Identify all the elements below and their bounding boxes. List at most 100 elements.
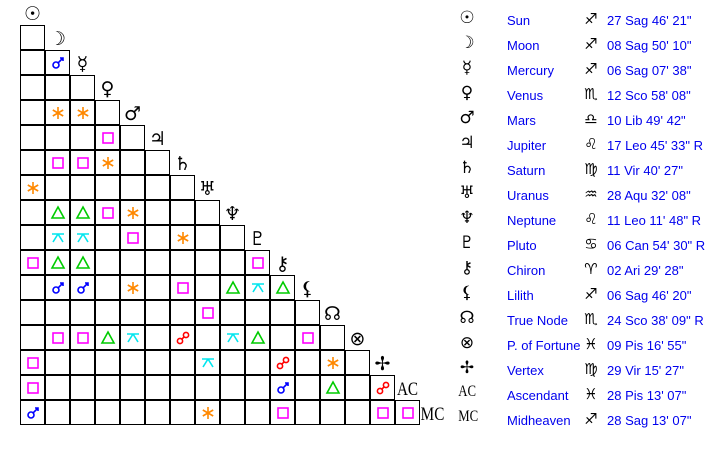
grid-cell: [194, 374, 220, 400]
lilith-icon: ⚸: [460, 283, 474, 303]
planet-name: Midheaven: [507, 413, 571, 428]
grid-cell-sextile: [119, 199, 145, 225]
grid-cell-conjunction: [44, 49, 70, 75]
moon-icon: ☽: [459, 33, 475, 53]
trine-aspect-icon: [275, 279, 290, 294]
zodiac-sign-icon: ♋: [584, 235, 598, 253]
planet-row-neptune: ♆ Neptune ♌ 11 Leo 11' 48" R: [450, 204, 705, 229]
grid-cell: [144, 274, 170, 300]
planet-row-mars: ♂ Mars ♎ 10 Lib 49' 42": [450, 104, 705, 129]
planet-row-chiron: ⚷ Chiron ♈ 02 Ari 29' 28": [450, 254, 705, 279]
grid-cell: [169, 199, 195, 225]
conjunction-aspect-icon: [276, 381, 289, 394]
zodiac-sign-icon: ♐: [584, 60, 598, 78]
grid-cell: [219, 374, 245, 400]
grid-cell: [244, 399, 270, 425]
grid-cell: [194, 224, 220, 250]
planet-name: Mars: [507, 113, 536, 128]
grid-cell: [94, 399, 120, 425]
grid-cell-opposition: [269, 349, 295, 375]
planet-name: Jupiter: [507, 138, 547, 153]
square-aspect-icon: [76, 331, 89, 344]
planet-row-ascendant: AC Ascendant ♓ 28 Pis 13' 07": [450, 379, 705, 404]
grid-cell: [194, 274, 220, 300]
zodiac-sign-icon: ♌: [584, 135, 598, 153]
conjunction-aspect-icon: [51, 56, 64, 69]
planet-name: True Node: [507, 313, 568, 328]
grid-cell-trine: [269, 274, 295, 300]
quincunx-aspect-icon: [251, 282, 264, 292]
zodiac-sign-icon: ♌: [584, 210, 598, 228]
planet-position: 24 Sco 38' 09" R: [607, 313, 704, 328]
grid-cell-trine: [319, 374, 345, 400]
grid-cell: [144, 199, 170, 225]
grid-cell: [44, 399, 70, 425]
grid-cell: [294, 349, 320, 375]
grid-cell-square: [169, 274, 195, 300]
moon-glyph-icon: ☽: [48, 28, 67, 50]
grid-cell: [94, 249, 120, 275]
grid-cell: [19, 199, 45, 225]
square-aspect-icon: [301, 331, 314, 344]
planet-row-pluto: ♇ Pluto ♋ 06 Can 54' 30" R: [450, 229, 705, 254]
sextile-aspect-icon: [326, 356, 339, 369]
planet-name: Ascendant: [507, 388, 569, 403]
vertex-glyph-icon: ✢: [374, 353, 391, 375]
saturn-icon: ♄: [459, 158, 475, 178]
planet-row-vertex: ✢ Vertex ♍ 29 Vir 15' 27": [450, 354, 705, 379]
grid-cell: [244, 299, 270, 325]
planet-name: Mercury: [507, 63, 554, 78]
grid-cell-quincunx: [119, 324, 145, 350]
planet-position: 09 Pis 16' 55": [607, 338, 687, 353]
conjunction-aspect-icon: [51, 281, 64, 294]
planet-position: 06 Sag 07' 38": [607, 63, 692, 78]
grid-cell: [94, 299, 120, 325]
grid-cell: [119, 174, 145, 200]
zodiac-sign-icon: ♐: [584, 10, 598, 28]
grid-cell: [44, 374, 70, 400]
quincunx-aspect-icon: [226, 332, 239, 342]
grid-cell: [294, 399, 320, 425]
conjunction-aspect-icon: [76, 281, 89, 294]
zodiac-sign-icon: ♐: [584, 35, 598, 53]
planet-name: Sun: [507, 13, 531, 28]
grid-cell: [94, 349, 120, 375]
planet-position: 08 Sag 50' 10": [607, 38, 692, 53]
opposition-aspect-icon: [176, 331, 189, 344]
pluto-glyph-icon: ♇: [248, 228, 267, 250]
zodiac-sign-icon: ♍: [584, 160, 598, 178]
grid-cell: [119, 299, 145, 325]
planet-row-mercury: ☿ Mercury ♐ 06 Sag 07' 38": [450, 54, 705, 79]
grid-cell-square: [194, 299, 220, 325]
grid-cell: [169, 174, 195, 200]
grid-cell: [169, 374, 195, 400]
grid-cell: [19, 274, 45, 300]
aspect-grid: ☉ ☽ ☿ ♀ ♂ ♃ ♄ ♅ ♆ ♇ ⚷ ⚸ ☊ ⊗ ✢ AC MC: [19, 5, 444, 425]
grid-cell-trine: [94, 324, 120, 350]
true-node-icon: ☊: [459, 308, 475, 328]
planet-row-saturn: ♄ Saturn ♍ 11 Vir 40' 27": [450, 154, 705, 179]
grid-cell: [19, 124, 45, 150]
square-aspect-icon: [251, 256, 264, 269]
planet-row-lilith: ⚸ Lilith ♐ 06 Sag 46' 20": [450, 279, 705, 304]
grid-cell-quincunx: [44, 224, 70, 250]
grid-cell-square: [269, 399, 295, 425]
square-aspect-icon: [376, 406, 389, 419]
grid-cell: [219, 224, 245, 250]
planet-name: Saturn: [507, 163, 546, 178]
zodiac-sign-icon: ♍: [584, 360, 598, 378]
grid-cell: [194, 249, 220, 275]
zodiac-sign-icon: ♓: [584, 335, 598, 353]
venus-glyph-icon: ♀: [100, 78, 115, 100]
planet-name: Lilith: [507, 288, 534, 303]
grid-cell: [144, 249, 170, 275]
grid-cell: [94, 99, 120, 125]
grid-cell-square: [119, 224, 145, 250]
grid-cell: [94, 224, 120, 250]
planet-row-midheaven: MC Midheaven ♐ 28 Sag 13' 07": [450, 404, 705, 429]
conjunction-aspect-icon: [26, 406, 39, 419]
zodiac-sign-icon: ♏: [584, 85, 598, 103]
zodiac-sign-icon: ♐: [584, 410, 598, 428]
opposition-aspect-icon: [276, 356, 289, 369]
grid-cell-square: [44, 324, 70, 350]
